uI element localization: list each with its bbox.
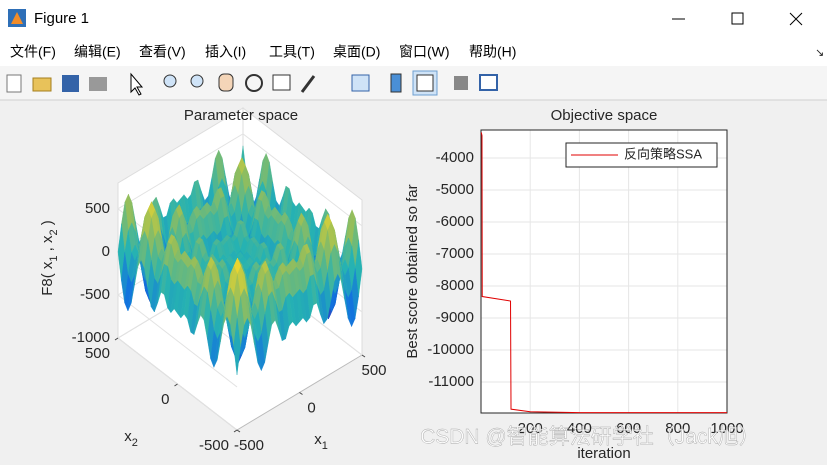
label-part: x <box>314 431 322 448</box>
brush-icon[interactable] <box>300 75 316 93</box>
y-tick-label: -8000 <box>436 277 474 294</box>
y-tick-label: -5000 <box>436 181 474 198</box>
z-tick-label: 500 <box>85 200 110 217</box>
x-tick-label: 800 <box>665 420 690 437</box>
dock-icon[interactable] <box>479 74 498 91</box>
rotate-icon[interactable] <box>245 74 263 92</box>
zoom-in-icon[interactable] <box>163 74 177 88</box>
app-icon-peak <box>11 12 23 24</box>
x-axis-label: x1 <box>314 431 328 452</box>
maximize-button[interactable] <box>731 12 744 25</box>
watermark: CSDN @智能算法研学社（Jack旭） <box>420 426 760 449</box>
datatip-icon[interactable] <box>272 74 291 91</box>
menu-item[interactable]: 插入(I) <box>205 44 246 60</box>
y-tick-label: -10000 <box>427 341 474 358</box>
pointer-icon[interactable] <box>130 72 144 96</box>
x-tick-label: -500 <box>234 437 264 454</box>
open-icon[interactable] <box>32 77 52 92</box>
menu-item[interactable]: 文件(F) <box>10 44 56 60</box>
y-tick-label: 500 <box>85 345 110 362</box>
y-tick <box>114 337 119 341</box>
z-tick-label: 0 <box>102 243 110 260</box>
menu-item[interactable]: 桌面(D) <box>333 44 380 60</box>
x-tick-label: 0 <box>307 399 315 416</box>
x-axis-label: iteration <box>577 445 630 462</box>
y-axis-label: Best score obtained so far <box>404 184 421 358</box>
y-tick-label: -4000 <box>436 149 474 166</box>
y-tick <box>174 383 178 387</box>
legend-icon[interactable] <box>416 74 434 92</box>
menu-item[interactable]: 查看(V) <box>139 44 186 60</box>
series-line <box>480 132 727 414</box>
colorbar-icon[interactable] <box>390 73 402 93</box>
save-icon[interactable] <box>62 75 79 92</box>
link-icon[interactable] <box>351 74 370 92</box>
legend-label: 反向策略SSA <box>624 146 702 161</box>
z-label-part: F8( x <box>39 261 56 296</box>
y-tick-label: -6000 <box>436 213 474 230</box>
label-part: x <box>124 428 132 445</box>
menu-arrow: ↘ <box>815 47 824 59</box>
print-icon[interactable] <box>89 77 107 91</box>
menu-item[interactable]: 编辑(E) <box>74 44 121 60</box>
x-tick-label: 200 <box>518 420 543 437</box>
y-tick-label: -11000 <box>428 373 474 390</box>
line-axes: -11000 -10000 -9000 -8000 -7000 -6000 -5000 -40… <box>404 107 744 462</box>
close-button[interactable] <box>789 12 803 26</box>
y-tick-label: -500 <box>199 437 229 454</box>
y-tick-label: -7000 <box>436 245 474 262</box>
x-tick <box>361 354 366 358</box>
window-title: Figure 1 <box>34 10 89 27</box>
label-part: 1 <box>322 440 328 452</box>
y-axis-label: x2 <box>124 428 138 449</box>
menu-item[interactable]: 帮助(H) <box>469 44 516 60</box>
toolbar-icons <box>6 70 498 96</box>
label-part: 2 <box>132 437 138 449</box>
x-tick-label: 500 <box>361 362 386 379</box>
new-icon[interactable] <box>6 74 22 93</box>
menu-item[interactable]: 窗口(W) <box>399 44 450 60</box>
z-tick-label: -500 <box>80 286 110 303</box>
surface-axes: -1000 -500 0 500 -500 0 500 -500 0 500 Parameter s… <box>39 107 387 454</box>
x-tick <box>236 429 241 433</box>
y-tick <box>233 429 238 433</box>
pan-icon[interactable] <box>218 73 234 92</box>
x-tick <box>299 392 303 395</box>
x-tick-label: 1000 <box>710 420 743 437</box>
z-label-part: 2 <box>48 229 60 235</box>
z-tick-label: -1000 <box>72 329 110 346</box>
x-tick-label: 600 <box>616 420 641 437</box>
z-label-part: ) <box>39 220 56 229</box>
z-axis-label: F8( x1 , x2 ) <box>39 220 60 296</box>
zoom-out-icon[interactable] <box>190 74 204 88</box>
x-tick-label: 400 <box>567 420 592 437</box>
y-tick-label: 0 <box>161 391 169 408</box>
y-tick-label: -9000 <box>436 309 474 326</box>
surface-patch <box>233 318 241 376</box>
z-label-part: 1 <box>48 256 60 262</box>
menu-item[interactable]: 工具(T) <box>269 44 315 60</box>
menu-bar: 文件(F) 编辑(E) 查看(V) 插入(I) 工具(T) 桌面(D) 窗口(W) 帮助(H) <box>10 44 516 60</box>
plot-area <box>481 130 727 413</box>
hide-icon[interactable] <box>454 76 468 90</box>
axes-title: Objective space <box>551 107 658 124</box>
z-label-part: , x <box>39 235 56 256</box>
axes-title: Parameter space <box>184 107 298 124</box>
